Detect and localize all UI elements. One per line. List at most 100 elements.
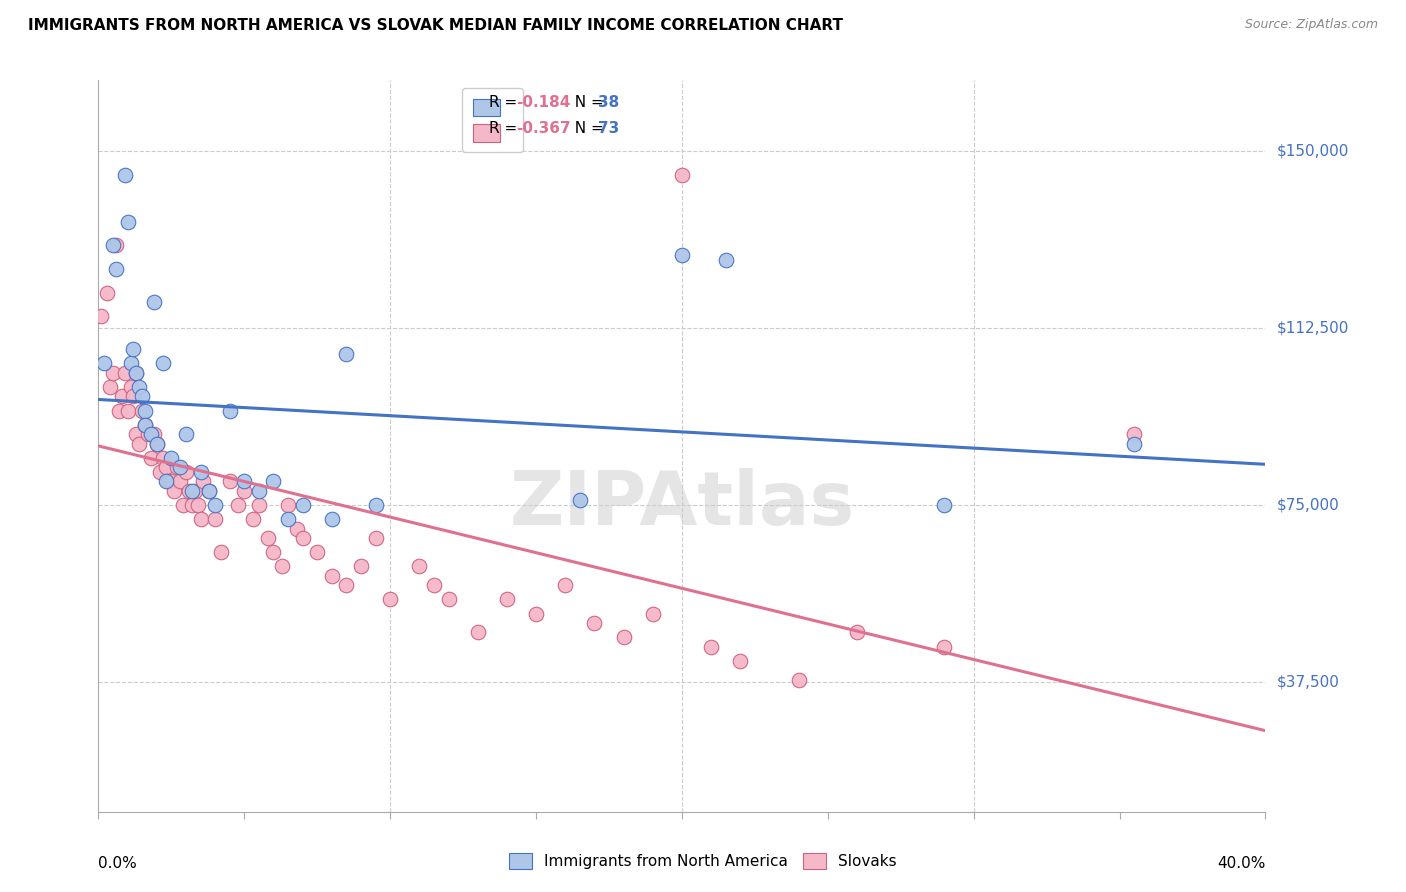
Point [204,498,226,512]
Point [125,427,148,442]
Text: ZIPAtlas: ZIPAtlas [509,468,855,541]
Point [307,545,329,559]
Point [125,366,148,380]
Point [467,625,489,640]
Text: 73: 73 [598,121,619,136]
Point [233,483,256,498]
Point [128,436,150,450]
Point [134,403,156,417]
Point [122,389,145,403]
Text: R =: R = [489,121,523,136]
Point [700,640,723,654]
Point [271,559,294,574]
Point [228,498,250,512]
Point [98,380,121,394]
Point [120,356,142,370]
Text: $75,000: $75,000 [1277,498,1340,513]
Point [218,475,240,489]
Point [172,498,194,512]
Point [160,475,183,489]
Point [122,343,145,357]
Point [714,252,737,267]
Text: $112,500: $112,500 [1277,320,1348,335]
Point [350,559,373,574]
Text: 0.0%: 0.0% [98,855,138,871]
Point [152,356,174,370]
Point [166,460,188,475]
Point [93,356,115,370]
Legend: , : , [463,88,523,153]
Point [730,654,752,668]
Point [190,512,212,526]
Point [1123,436,1146,450]
Text: $37,500: $37,500 [1277,674,1340,690]
Point [190,465,212,479]
Point [90,310,112,324]
Point [139,450,162,465]
Point [209,545,232,559]
Point [155,475,177,489]
Point [437,592,460,607]
Point [568,493,591,508]
Point [247,483,270,498]
Point [160,450,183,465]
Point [423,578,446,592]
Point [364,531,387,545]
Text: N =: N = [565,95,609,111]
Point [163,483,186,498]
Point [641,607,664,621]
Point [180,483,202,498]
Point [787,673,810,687]
Point [96,285,118,300]
Point [111,389,134,403]
Text: 40.0%: 40.0% [1218,855,1265,871]
Point [671,168,693,182]
Point [218,403,240,417]
Point [247,498,270,512]
Point [117,403,139,417]
Text: Source: ZipAtlas.com: Source: ZipAtlas.com [1244,18,1378,31]
Point [139,427,162,442]
Point [364,498,387,512]
Point [277,512,299,526]
Point [335,347,357,361]
Point [934,498,956,512]
Text: $150,000: $150,000 [1277,144,1348,159]
Point [256,531,278,545]
Point [612,630,634,644]
Point [149,465,172,479]
Point [125,366,148,380]
Point [134,417,156,432]
Point [131,389,153,403]
Point [846,625,869,640]
Point [114,168,136,182]
Point [277,498,299,512]
Point [131,403,153,417]
Point [183,483,205,498]
Point [134,417,156,432]
Point [104,238,127,252]
Point [496,592,519,607]
Legend: Immigrants from North America, Slovaks: Immigrants from North America, Slovaks [503,847,903,875]
Point [291,498,314,512]
Text: 38: 38 [598,95,619,111]
Point [128,380,150,394]
Point [335,578,357,592]
Point [408,559,430,574]
Point [285,522,308,536]
Point [114,366,136,380]
Point [177,483,200,498]
Point [117,215,139,229]
Point [187,498,209,512]
Point [321,512,343,526]
Point [204,512,226,526]
Point [169,460,191,475]
Point [233,475,256,489]
Point [193,475,215,489]
Point [101,366,124,380]
Point [198,483,221,498]
Point [380,592,402,607]
Text: -0.184: -0.184 [516,95,571,111]
Point [104,262,127,277]
Point [198,483,221,498]
